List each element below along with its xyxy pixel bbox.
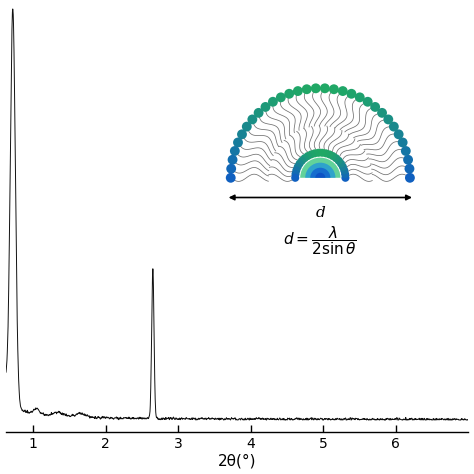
X-axis label: 2θ(°): 2θ(°) [218,454,256,468]
